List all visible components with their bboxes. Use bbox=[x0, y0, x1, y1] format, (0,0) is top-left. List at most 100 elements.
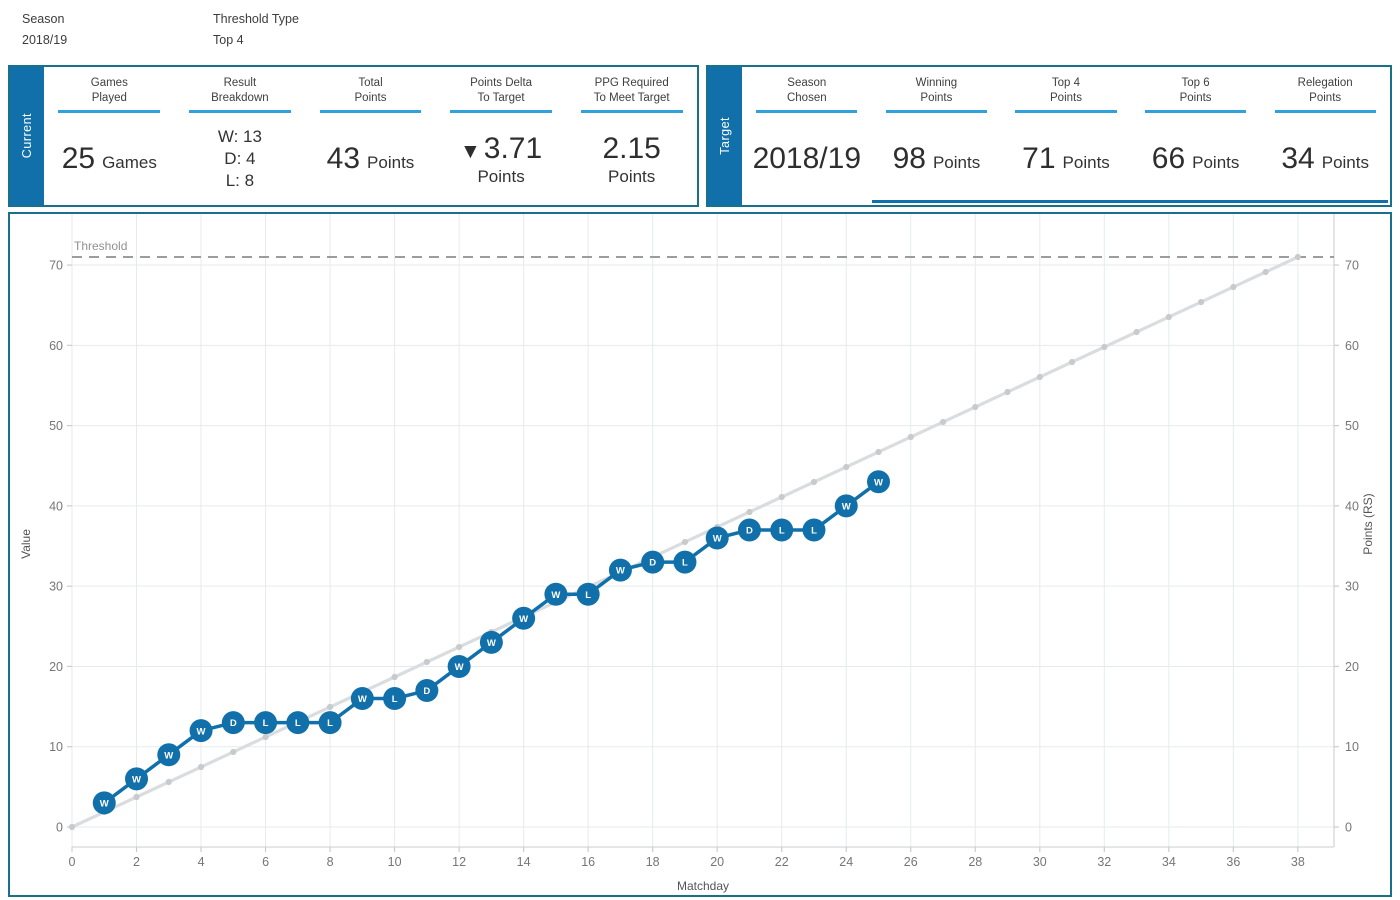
svg-text:70: 70 bbox=[49, 259, 63, 273]
matchday-marker[interactable]: L bbox=[673, 550, 697, 574]
kpi-value: 71 Points bbox=[1022, 142, 1110, 175]
current-panel-tab-label: Current bbox=[20, 113, 34, 159]
kpi-top4-points: Top 4 Points 71 Points bbox=[1001, 67, 1131, 205]
svg-text:10: 10 bbox=[388, 855, 402, 869]
kpi-header: Games Played bbox=[90, 77, 128, 104]
matchday-marker[interactable]: W bbox=[608, 558, 632, 582]
threshold-type-filter: Threshold Type Top 4 bbox=[213, 12, 299, 47]
matchday-marker[interactable]: L bbox=[286, 711, 310, 735]
svg-text:32: 32 bbox=[1097, 855, 1111, 869]
pace-marker bbox=[165, 778, 172, 786]
kpi-underline bbox=[450, 110, 552, 113]
kpi-underline bbox=[58, 110, 161, 113]
kpi-value: 34 Points bbox=[1281, 142, 1369, 175]
matchday-marker[interactable]: D bbox=[415, 679, 439, 703]
pace-marker bbox=[1230, 283, 1237, 291]
matchday-marker[interactable]: W bbox=[512, 606, 536, 630]
matchday-marker[interactable]: W bbox=[189, 719, 213, 743]
pace-marker bbox=[456, 643, 463, 651]
season-filter-value[interactable]: 2018/19 bbox=[22, 33, 68, 47]
kpi-ppg-required: PPG Required To Meet Target 2.15 Points bbox=[566, 67, 697, 205]
required-pace-line bbox=[68, 253, 1301, 831]
kpi-relegation-points: Relegation Points 34 Points bbox=[1260, 67, 1390, 205]
axes bbox=[67, 214, 1339, 852]
matchday-marker[interactable]: W bbox=[447, 654, 471, 678]
kpi-header: Relegation Points bbox=[1297, 77, 1353, 104]
kpi-header: Total Points bbox=[354, 77, 387, 104]
kpi-value: W: 13 D: 4 L: 8 bbox=[217, 127, 262, 190]
matchday-marker[interactable]: D bbox=[641, 550, 665, 574]
target-panel-columns: Season Chosen 2018/19 Winning Points 98 P… bbox=[742, 67, 1390, 205]
matchday-marker[interactable]: W bbox=[350, 687, 374, 711]
kpi-value: 25 Games bbox=[61, 142, 157, 175]
kpi-header: PPG Required To Meet Target bbox=[593, 77, 670, 104]
down-arrow-icon: ▼ bbox=[459, 139, 481, 163]
svg-text:60: 60 bbox=[49, 339, 63, 353]
result-letter: W bbox=[713, 534, 722, 545]
tick-labels: 0 2 4 6 8 10 12 14 16 18 20 22 24 26 28 30 32 34 36 380 010 1… bbox=[49, 259, 1359, 869]
pace-marker bbox=[907, 433, 914, 441]
svg-text:16: 16 bbox=[581, 855, 595, 869]
pace-marker bbox=[1165, 313, 1172, 321]
target-panel-tab: Target bbox=[708, 67, 742, 205]
kpi-underline bbox=[319, 110, 422, 113]
pace-marker bbox=[939, 418, 947, 426]
result-letter: W bbox=[132, 774, 141, 785]
svg-text:38: 38 bbox=[1291, 855, 1305, 869]
svg-text:34: 34 bbox=[1162, 855, 1176, 869]
kpi-value: 66 Points bbox=[1151, 142, 1240, 175]
points-series[interactable]: W W W W D L L L W L D W W W W L W D L W D L L W W bbox=[92, 470, 890, 815]
result-letter: W bbox=[100, 799, 109, 810]
kpi-games-played: Games Played 25 Games bbox=[44, 67, 175, 205]
result-letter: W bbox=[842, 501, 851, 512]
threshold-type-filter-value[interactable]: Top 4 bbox=[213, 33, 244, 47]
matchday-marker[interactable]: W bbox=[157, 743, 181, 767]
matchday-marker[interactable]: L bbox=[383, 687, 407, 711]
result-letter: D bbox=[423, 686, 430, 697]
matchday-marker[interactable]: W bbox=[705, 526, 729, 550]
pace-marker bbox=[326, 703, 334, 711]
pace-marker bbox=[262, 733, 269, 741]
svg-text:10: 10 bbox=[1345, 740, 1359, 754]
matchday-marker[interactable]: L bbox=[318, 711, 342, 735]
kpi-result-breakdown: Result Breakdown W: 13 D: 4 L: 8 bbox=[175, 67, 306, 205]
svg-text:10: 10 bbox=[49, 740, 63, 754]
matchday-marker[interactable]: W bbox=[125, 767, 149, 791]
kpi-value: 43 Points bbox=[326, 142, 415, 175]
matchday-marker[interactable]: L bbox=[576, 582, 600, 606]
pace-marker bbox=[230, 748, 237, 756]
chart-canvas: 0 2 4 6 8 10 12 14 16 18 20 22 24 26 28 30 32 34 36 380 010 1… bbox=[19, 214, 1375, 893]
svg-text:70: 70 bbox=[1345, 259, 1359, 273]
matchday-marker[interactable]: W bbox=[834, 494, 858, 518]
matchday-marker[interactable]: W bbox=[544, 582, 568, 606]
svg-text:40: 40 bbox=[1345, 499, 1359, 513]
svg-text:18: 18 bbox=[646, 855, 660, 869]
matchday-marker[interactable]: L bbox=[254, 711, 278, 735]
pace-marker bbox=[1294, 253, 1301, 261]
svg-text:20: 20 bbox=[49, 660, 63, 674]
matchday-marker[interactable]: L bbox=[770, 518, 794, 542]
matchday-marker[interactable]: W bbox=[92, 791, 116, 815]
svg-text:0: 0 bbox=[69, 855, 76, 869]
svg-text:14: 14 bbox=[517, 855, 531, 869]
kpi-underline bbox=[188, 110, 291, 113]
svg-text:26: 26 bbox=[904, 855, 918, 869]
matchday-marker[interactable]: D bbox=[221, 711, 245, 735]
gridlines bbox=[71, 214, 1334, 847]
matchday-marker[interactable]: L bbox=[802, 518, 826, 542]
result-letter: D bbox=[746, 526, 753, 537]
kpi-header: Points Delta To Target bbox=[470, 77, 533, 104]
kpi-underline bbox=[580, 110, 683, 113]
matchday-marker[interactable]: D bbox=[737, 518, 761, 542]
result-letter: L bbox=[392, 694, 398, 705]
svg-text:40: 40 bbox=[49, 499, 63, 513]
matchday-marker[interactable]: W bbox=[867, 470, 890, 494]
svg-text:12: 12 bbox=[452, 855, 466, 869]
result-letter: L bbox=[682, 558, 688, 569]
svg-text:30: 30 bbox=[1345, 580, 1359, 594]
svg-text:20: 20 bbox=[1345, 660, 1359, 674]
kpi-header: Winning Points bbox=[915, 77, 958, 104]
result-letter: L bbox=[585, 590, 591, 601]
matchday-marker[interactable]: W bbox=[479, 630, 503, 654]
